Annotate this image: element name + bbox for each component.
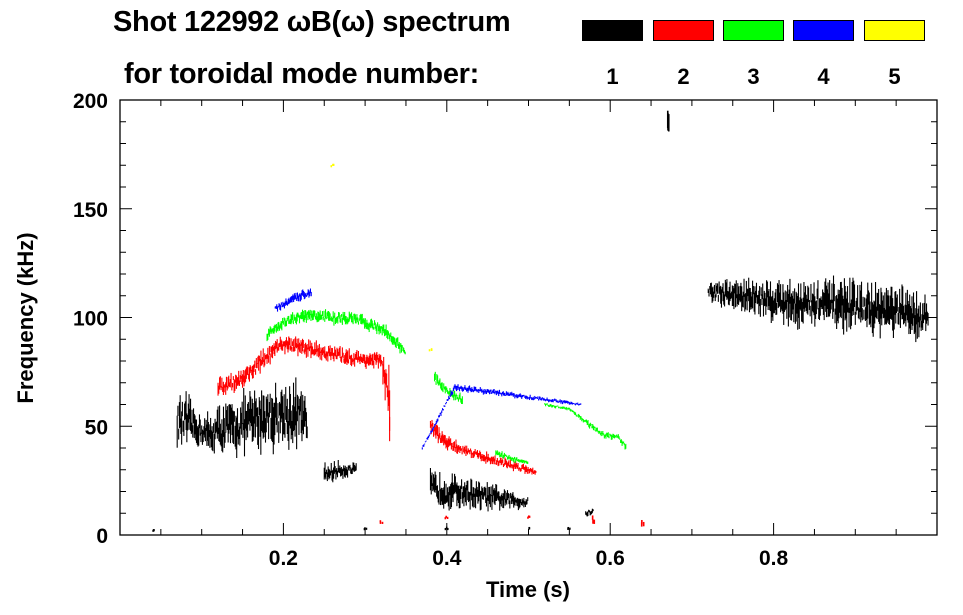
series-mode-3 [266,309,627,464]
chart-title-line2: for toroidal mode number: [124,58,480,90]
y-tick-label: 150 [73,199,108,222]
y-tick-label: 100 [73,308,108,331]
x-tick-label: 0.8 [759,547,789,570]
y-tick-label: 0 [96,525,108,548]
legend-label-mode-5: 5 [888,64,901,89]
data-marks [152,110,929,532]
y-axis-label: Frequency (kHz) [13,232,38,403]
legend-label-mode-3: 3 [747,64,760,89]
x-tick-label: 0.6 [596,547,625,570]
legend-label-mode-2: 2 [677,64,690,89]
series-mode-5 [330,163,433,352]
legend-swatch-mode-4 [793,20,854,41]
series-mode-1 [152,110,929,532]
y-tick-label: 200 [73,90,108,113]
legend-swatch-mode-1 [582,20,643,41]
x-axis-label: Time (s) [486,577,570,602]
axes: 0.2 0.4 0.6 0.8 0 50 100 150 200 [73,90,938,570]
chart-title-line1: Shot 122992 ωB(ω) spectrum [113,6,511,38]
legend-swatch-mode-5 [864,20,925,41]
series-mode-2 [217,336,645,527]
legend-label-mode-4: 4 [817,64,830,89]
series-mode-4 [274,288,582,450]
x-tick-label: 0.4 [432,547,462,570]
x-tick-label: 0.2 [269,547,298,570]
legend-swatch-mode-2 [653,20,714,41]
legend-label-mode-1: 1 [606,64,619,89]
y-tick-label: 50 [85,416,108,439]
legend-swatch-mode-3 [723,20,784,41]
